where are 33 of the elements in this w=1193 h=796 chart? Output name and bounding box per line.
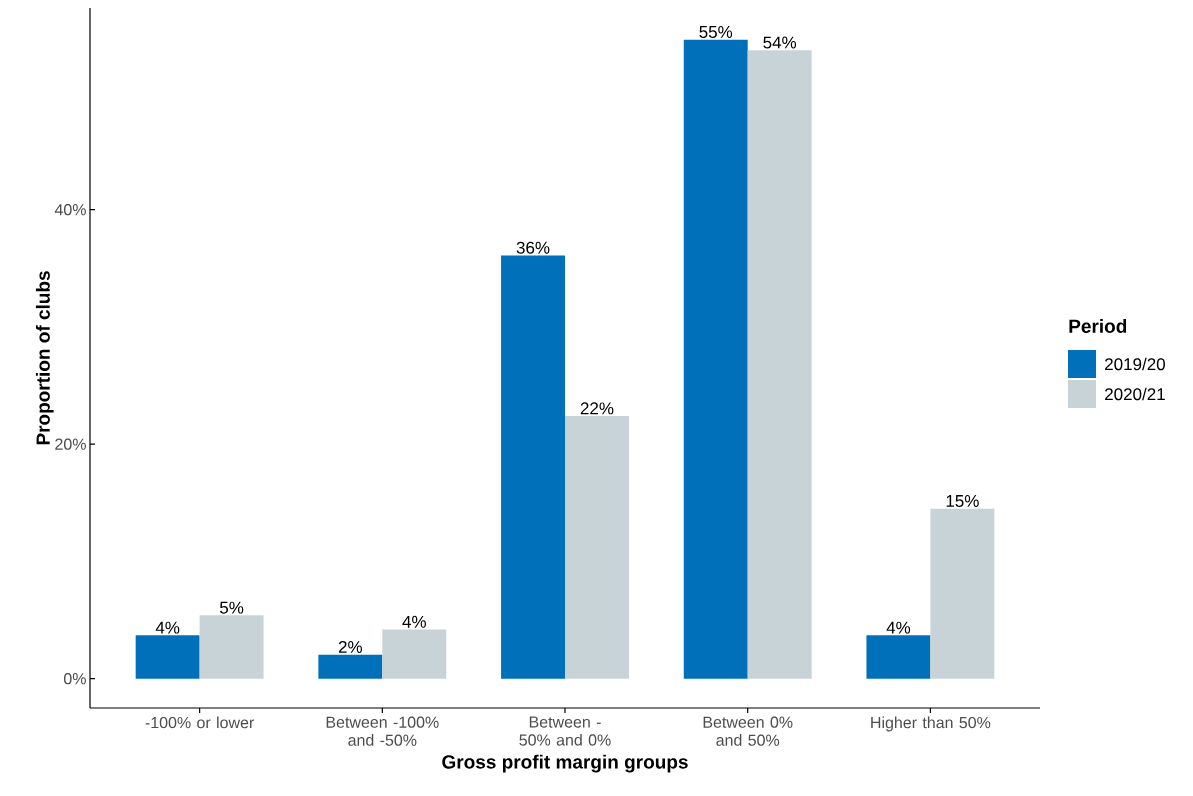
legend-title: Period xyxy=(1069,319,1127,333)
legend-label: 2019/20 xyxy=(1105,357,1165,371)
bar xyxy=(318,654,383,679)
data-label: 15% xyxy=(946,495,979,507)
data-label: 2% xyxy=(338,640,363,653)
bar xyxy=(135,635,200,679)
bar xyxy=(866,635,931,679)
bar xyxy=(683,39,748,679)
x-axis-title: Gross profit margin groups xyxy=(442,754,688,773)
y-tick-label: 40% xyxy=(54,204,86,216)
data-label: 5% xyxy=(219,601,244,614)
y-tick-label: 20% xyxy=(55,438,86,450)
data-label: 22% xyxy=(580,402,614,415)
x-tick-label: Between -50% and 0% xyxy=(519,716,611,746)
x-tick-label: Between -100% and -50% xyxy=(326,716,439,746)
x-tick-label: Between 0% and 50% xyxy=(703,716,793,746)
bar xyxy=(747,50,812,679)
data-label: 4% xyxy=(402,615,426,628)
bar xyxy=(930,508,995,679)
data-label: 4% xyxy=(155,621,180,634)
y-tick-label: 0% xyxy=(63,673,86,685)
bar xyxy=(382,629,447,679)
data-label: 36% xyxy=(516,241,550,254)
x-tick-label: Higher than 50% xyxy=(871,716,991,732)
bar xyxy=(501,255,565,679)
data-label: 54% xyxy=(763,36,797,49)
bar xyxy=(199,615,264,679)
data-label: 4% xyxy=(886,621,911,634)
bar xyxy=(565,416,629,679)
legend-label: 2020/21 xyxy=(1105,387,1165,401)
data-label: 55% xyxy=(699,25,733,38)
x-tick-label: -100% or lower xyxy=(145,716,255,729)
y-axis-title: Proportion of clubs xyxy=(35,271,54,445)
